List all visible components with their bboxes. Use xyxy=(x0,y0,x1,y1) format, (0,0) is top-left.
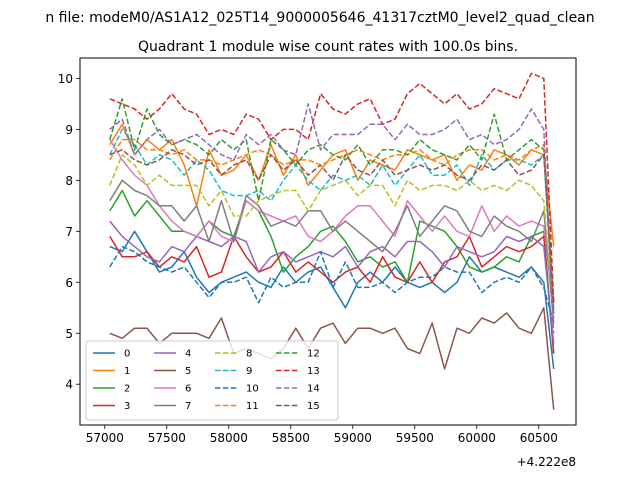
y-tick-label: 6 xyxy=(65,276,73,290)
legend-item: 14 xyxy=(276,384,320,395)
legend-item: 7 xyxy=(154,401,191,412)
legend-item: 6 xyxy=(154,384,191,395)
legend-item: 9 xyxy=(215,366,252,377)
legend-label: 12 xyxy=(307,349,320,360)
y-tick-label: 10 xyxy=(58,72,73,86)
y-tick-label: 8 xyxy=(65,174,73,188)
legend-label: 13 xyxy=(307,366,320,377)
x-tick-label: 58000 xyxy=(210,431,248,445)
legend-label: 8 xyxy=(246,349,252,360)
legend-label: 2 xyxy=(124,384,130,395)
legend-label: 3 xyxy=(124,401,130,412)
y-tick-label: 4 xyxy=(65,378,73,392)
series-line-13 xyxy=(109,72,555,303)
x-tick-label: 60500 xyxy=(520,431,558,445)
y-tick-label: 5 xyxy=(65,327,73,341)
legend-item: 15 xyxy=(276,401,320,412)
legend-item: 3 xyxy=(93,401,130,412)
x-tick-label: 59000 xyxy=(334,431,372,445)
x-tick-label: 60000 xyxy=(458,431,496,445)
series-line-10 xyxy=(109,245,555,324)
series-line-7 xyxy=(109,179,555,324)
series-line-9 xyxy=(109,128,555,319)
series-line-8 xyxy=(109,154,555,319)
legend-item: 5 xyxy=(154,366,191,377)
legend-label: 7 xyxy=(185,401,191,412)
legend-label: 9 xyxy=(246,366,252,377)
y-tick-label: 9 xyxy=(65,123,73,137)
legend-item: 13 xyxy=(276,366,320,377)
x-tick-label: 58500 xyxy=(272,431,310,445)
legend-label: 0 xyxy=(124,349,130,360)
series-layer xyxy=(109,72,555,410)
legend-label: 1 xyxy=(124,366,130,377)
legend-label: 14 xyxy=(307,384,320,395)
legend-item: 8 xyxy=(215,349,252,360)
x-axis-offset-label: +4.222e8 xyxy=(517,455,576,469)
legend-item: 0 xyxy=(93,349,130,360)
legend-item: 12 xyxy=(276,349,320,360)
series-line-4 xyxy=(109,220,555,344)
legend-item: 2 xyxy=(93,384,130,395)
y-axis-ticks: 4 5 6 7 8 9 10 xyxy=(58,72,80,392)
legend-label: 10 xyxy=(246,384,259,395)
legend-label: 11 xyxy=(246,401,259,412)
y-tick-label: 7 xyxy=(65,225,73,239)
figure-suptitle: n file: modeM0/AS1A12_025T14_9000005646_… xyxy=(45,10,594,26)
series-line-14 xyxy=(109,103,555,334)
legend-item: 11 xyxy=(215,401,259,412)
legend-label: 15 xyxy=(307,401,320,412)
legend-label: 6 xyxy=(185,384,191,395)
x-tick-label: 59500 xyxy=(396,431,434,445)
x-tick-label: 57000 xyxy=(86,431,124,445)
series-line-11 xyxy=(109,138,555,313)
legend-label: 4 xyxy=(185,349,191,360)
x-axis-ticks: 57000 57500 58000 58500 59000 59500 60000 60500 xyxy=(86,425,558,445)
plot-frame xyxy=(79,57,577,426)
chart-title: Quadrant 1 module wise count rates with … xyxy=(138,39,518,55)
legend-item: 10 xyxy=(215,384,259,395)
legend-item: 4 xyxy=(154,349,191,360)
legend-item: 1 xyxy=(93,366,130,377)
legend-box xyxy=(85,340,339,421)
legend-label: 5 xyxy=(185,366,191,377)
series-line-12 xyxy=(109,98,555,313)
series-line-3 xyxy=(109,235,555,354)
x-tick-label: 57500 xyxy=(148,431,186,445)
series-line-5 xyxy=(109,307,555,410)
